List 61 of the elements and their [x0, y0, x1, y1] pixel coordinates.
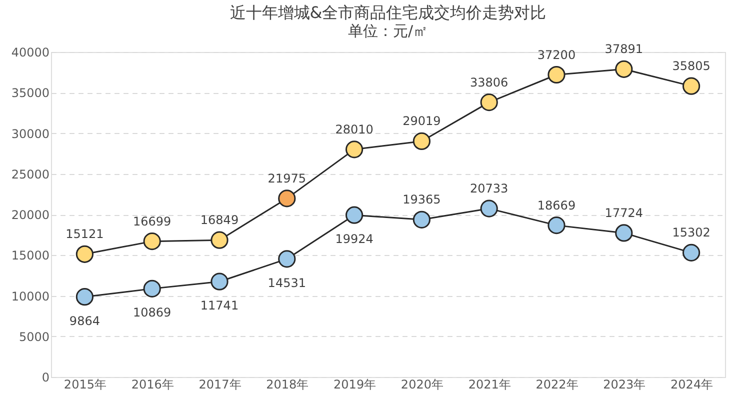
- data-label: 14531: [268, 276, 306, 290]
- point: [480, 94, 498, 112]
- y-tick-label: 20000: [11, 208, 50, 222]
- point: [615, 224, 633, 242]
- data-label: 16699: [133, 214, 172, 228]
- point: [615, 60, 633, 78]
- data-label: 20733: [470, 182, 508, 196]
- point: [345, 206, 364, 224]
- point: [548, 66, 566, 84]
- point: [278, 250, 296, 268]
- x-tick-label: 2018年: [266, 378, 309, 392]
- data-label: 19365: [402, 192, 441, 207]
- y-tick-label: 30000: [11, 126, 50, 141]
- x-tick-label: 2023年: [603, 378, 646, 392]
- point: [143, 232, 161, 250]
- point: [682, 77, 700, 95]
- data-label: 19924: [335, 232, 374, 246]
- point: [345, 140, 364, 158]
- data-label: 17724: [604, 206, 643, 220]
- data-label: 18669: [537, 198, 576, 212]
- point: [210, 231, 228, 249]
- data-label: 9864: [69, 314, 100, 328]
- data-label: 15302: [672, 226, 710, 240]
- point: [412, 210, 431, 228]
- data-label: 15121: [66, 227, 104, 242]
- x-tick-label: 2022年: [536, 378, 578, 392]
- y-tick-label: 0: [42, 370, 50, 384]
- x-tick-label: 2016年: [131, 378, 174, 392]
- y-tick-label: 15000: [11, 248, 50, 263]
- data-label: 29019: [402, 114, 441, 128]
- x-tick-label: 2024年: [670, 378, 714, 392]
- y-tick-label: 35000: [11, 86, 50, 100]
- data-label: 37891: [604, 42, 643, 56]
- point: [210, 272, 228, 290]
- x-tick-label: 2021年: [468, 378, 511, 392]
- point: [76, 245, 94, 263]
- chart-subtitle: 单位：元/㎡: [348, 22, 428, 40]
- data-label: 11741: [200, 298, 239, 313]
- point: [76, 288, 94, 306]
- data-label: 35805: [672, 59, 710, 74]
- point: [143, 280, 161, 298]
- point: [682, 244, 700, 262]
- x-tick-label: 2015年: [64, 378, 106, 392]
- data-label: 37200: [537, 48, 576, 62]
- data-label: 28010: [335, 122, 374, 136]
- y-tick-label: 10000: [11, 289, 50, 304]
- data-label: 21975: [268, 171, 306, 186]
- y-tick-label: 40000: [11, 46, 50, 60]
- data-label: 10869: [133, 306, 172, 320]
- chart-title: 近十年增城&全市商品住宅成交均价走势对比: [230, 3, 546, 22]
- y-tick-label: 5000: [18, 330, 50, 344]
- point: [278, 190, 296, 208]
- x-tick-label: 2020年: [400, 378, 444, 392]
- point: [480, 200, 498, 218]
- y-tick-label: 25000: [11, 167, 50, 182]
- data-label: 33806: [470, 75, 508, 90]
- x-tick-label: 2017年: [198, 378, 242, 392]
- x-tick-label: 2019年: [334, 378, 376, 392]
- data-label: 16849: [200, 213, 239, 228]
- point: [548, 216, 566, 234]
- point: [412, 132, 431, 150]
